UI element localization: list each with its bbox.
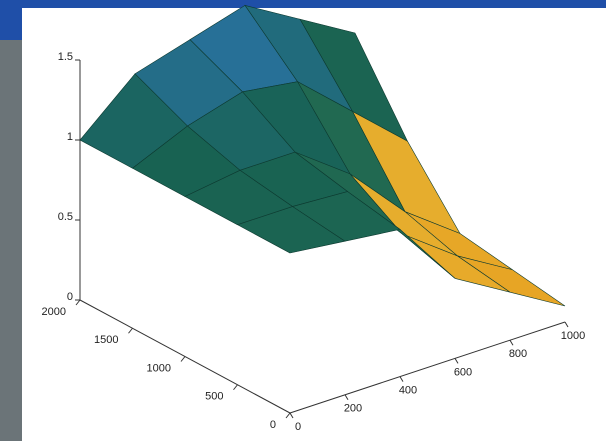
z-tick-label: 1.5 (58, 51, 73, 63)
y-tick-label: 500 (205, 391, 223, 403)
x-tick-label: 0 (295, 421, 301, 433)
x-tick-label: 800 (509, 348, 527, 360)
z-tick-label: 1 (67, 131, 73, 143)
y-tick-label: 1000 (147, 362, 171, 374)
y-tick-label: 1500 (94, 334, 118, 346)
z-tick-label: 0 (67, 291, 73, 303)
screenshot: 02004006008001000050010001500200000.511.… (0, 0, 606, 441)
background-photo (0, 40, 22, 441)
x-tick-label: 600 (454, 366, 472, 378)
x-tick-label: 400 (399, 385, 417, 397)
y-tick-label: 2000 (42, 306, 66, 318)
x-tick-label: 200 (344, 403, 362, 415)
z-tick-label: 0.5 (58, 211, 73, 223)
y-tick-label: 0 (270, 419, 276, 431)
x-tick-label: 1000 (561, 330, 585, 342)
